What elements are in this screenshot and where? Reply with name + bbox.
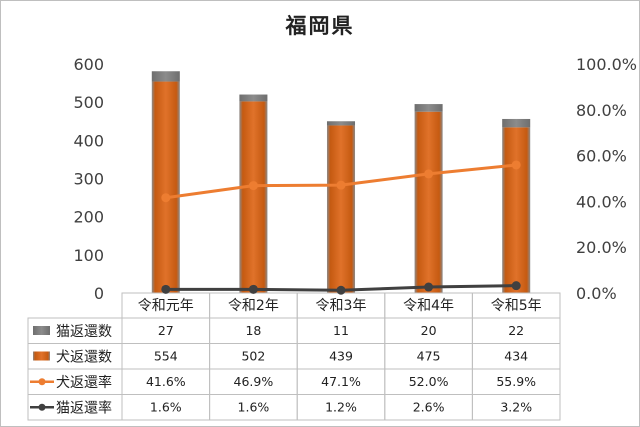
legend-label: 犬返還数	[56, 350, 112, 366]
x-category-label: 令和3年	[316, 298, 367, 314]
bar-dog-returns	[414, 111, 443, 293]
y-left-tick: 400	[73, 131, 104, 150]
bar-dog-returns	[151, 81, 180, 293]
legend-key-cat-bar	[33, 326, 50, 335]
x-category-label: 令和2年	[228, 298, 279, 314]
legend-key-dog-bar	[33, 351, 50, 361]
point-cat-return-rate	[161, 284, 171, 294]
data-cell-value: 41.6%	[146, 374, 186, 389]
data-cell-value: 11	[333, 323, 349, 338]
bar-dog-returns	[326, 125, 356, 293]
point-dog-return-rate	[511, 160, 521, 170]
data-cell-value: 2.6%	[413, 400, 445, 415]
y-right-tick: 0.0%	[576, 284, 617, 303]
point-cat-return-rate	[424, 282, 434, 292]
bar-cat-returns	[326, 121, 356, 126]
data-cell-value: 22	[508, 323, 524, 338]
y-left-tick: 100	[73, 246, 104, 265]
point-cat-return-rate	[248, 284, 258, 294]
data-cell-value: 1.2%	[325, 400, 357, 415]
y-right-tick: 80.0%	[576, 101, 627, 120]
y-right-tick: 60.0%	[576, 147, 627, 166]
data-cell-value: 18	[245, 323, 261, 338]
bar-cat-returns	[502, 118, 531, 128]
x-category-label: 令和5年	[491, 298, 542, 314]
y-left-tick: 600	[73, 55, 104, 74]
data-cell-value: 27	[158, 323, 174, 338]
y-left-tick: 300	[73, 170, 104, 189]
data-cell-value: 3.2%	[500, 400, 532, 415]
point-cat-return-rate	[511, 281, 521, 291]
bar-cat-returns	[151, 71, 180, 82]
data-cell-value: 475	[417, 349, 441, 364]
point-cat-return-rate	[336, 285, 346, 295]
legend-label: 犬返還率	[56, 374, 112, 391]
data-cell-value: 1.6%	[238, 400, 270, 415]
data-cell-value: 20	[421, 323, 437, 338]
y-left-tick: 0	[94, 284, 104, 303]
chart-title: 福岡県	[285, 14, 355, 38]
legend-key-marker	[38, 378, 46, 386]
y-right-tick: 20.0%	[576, 238, 627, 257]
data-cell-value: 434	[504, 349, 528, 364]
data-cell	[471, 394, 561, 421]
data-cell-value: 502	[241, 349, 265, 364]
data-cell-value: 46.9%	[234, 374, 274, 389]
point-dog-return-rate	[424, 169, 434, 179]
data-cell-value: 554	[154, 349, 178, 364]
legend-label: 猫返還率	[56, 400, 112, 417]
y-right-tick: 100.0%	[576, 55, 637, 74]
data-cell-value: 1.6%	[150, 400, 182, 415]
bar-cat-returns	[414, 104, 443, 112]
legend-label: 猫返還数	[56, 324, 112, 340]
data-cell-value: 55.9%	[496, 374, 536, 389]
y-left-tick: 500	[73, 93, 104, 112]
legend-key-marker	[38, 403, 46, 411]
bar-dog-returns	[502, 127, 531, 294]
data-cell-value: 52.0%	[409, 374, 449, 389]
x-category-label: 令和元年	[138, 298, 194, 314]
bar-cat-returns	[239, 94, 268, 102]
data-cell-value: 47.1%	[321, 374, 361, 389]
point-dog-return-rate	[248, 181, 258, 191]
y-right-tick: 40.0%	[576, 192, 627, 211]
data-cell-value: 439	[329, 349, 353, 364]
bar-dog-returns	[239, 101, 268, 293]
point-dog-return-rate	[336, 180, 346, 190]
y-left-tick: 200	[73, 208, 104, 227]
x-category-label: 令和4年	[403, 298, 454, 314]
point-dog-return-rate	[161, 193, 171, 203]
